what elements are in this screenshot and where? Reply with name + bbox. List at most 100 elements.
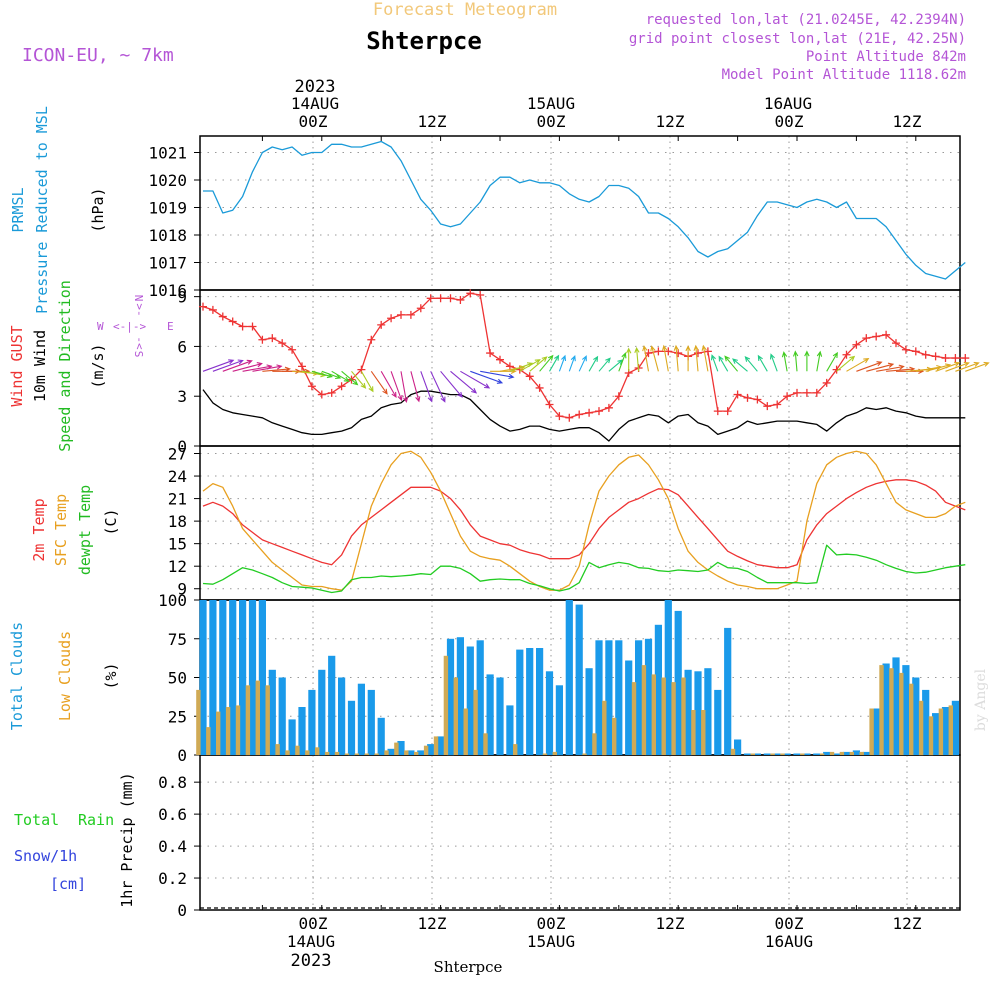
total-cloud-bar [605, 640, 613, 755]
gust-marker [199, 302, 207, 311]
total-cloud-bar [793, 753, 801, 755]
low-cloud-bar [404, 750, 409, 755]
bottom-hour-6: 12Z [893, 914, 922, 933]
low-cloud-bar [196, 689, 201, 755]
total-cloud-bar [338, 677, 346, 755]
total-cloud-bar [922, 689, 930, 755]
total-cloud-bar [437, 736, 445, 755]
gust-marker [822, 378, 831, 387]
gust-marker [941, 354, 950, 363]
gust-marker [575, 410, 584, 419]
low-cloud-bar [612, 717, 617, 755]
total-cloud-bar [328, 655, 336, 755]
y-tick-label: 0 [177, 901, 187, 920]
gust-marker [298, 362, 306, 371]
low-cloud-bar [542, 753, 548, 755]
total-cloud-bar [496, 677, 504, 755]
low-cloud-bar [354, 753, 359, 755]
low-cloud-bar [225, 707, 231, 755]
gust-marker [882, 330, 891, 339]
low-cloud-bar [849, 751, 854, 755]
prmsl-legend-long: Pressure Reduced to MSL [33, 106, 51, 314]
gust-marker [496, 355, 504, 364]
y-tick-label: 1020 [148, 171, 187, 190]
total-cloud-bar [486, 674, 494, 755]
plot-area: 1016 1017 1018 1019 1020 1021 0 3 6 9 9 12 15 18 21 24 2… [148, 135, 990, 920]
low-cloud-bar [800, 753, 805, 755]
precip-snow-unit: [cm] [50, 875, 86, 893]
gust-marker [911, 347, 920, 356]
wind-direction-arrow [480, 370, 515, 380]
total-cloud-bar [842, 751, 851, 755]
wind-direction-arrow [792, 350, 799, 372]
wind-direction-arrow [826, 351, 838, 372]
wind-direction-arrow [856, 361, 883, 372]
compass-west: W [97, 320, 104, 333]
info-line-gridpoint: grid point closest lon,lat (21E, 42.25N) [629, 31, 966, 47]
wind-direction-arrow [529, 356, 548, 372]
wind-direction-arrow [558, 354, 567, 372]
low-cloud-bar [859, 751, 864, 755]
y-tick-label: 15 [168, 535, 187, 554]
gust-marker [416, 304, 425, 313]
y-tick-label: 9 [177, 288, 187, 307]
low-clouds-legend: Low Clouds [56, 631, 74, 721]
wind-direction-arrow [757, 354, 768, 372]
wind-direction-arrow [769, 353, 778, 372]
wind-direction-arrow [693, 344, 699, 372]
wind-direction-arrow [661, 344, 669, 372]
panel-border [199, 445, 961, 601]
total-cloud-bar [892, 657, 900, 755]
direction-legend: Speed and Direction [56, 280, 74, 452]
low-cloud-bar [602, 700, 607, 756]
total-cloud-bar [555, 685, 563, 756]
gust-marker [723, 407, 732, 416]
wind-direction-arrow [519, 359, 541, 372]
total-cloud-bar [941, 707, 950, 755]
gust-marker [327, 388, 336, 397]
total-cloud-bar [714, 689, 722, 755]
low-cloud-bar [819, 753, 825, 755]
gust-marker [951, 354, 960, 363]
total-cloud-bar [852, 750, 860, 755]
total-cloud-bar [813, 753, 821, 755]
total-cloud-bar [833, 753, 841, 755]
total-cloud-bar [823, 751, 831, 755]
total-cloud-bar [219, 600, 227, 755]
low-cloud-bar [730, 748, 736, 755]
compass-rose: W <-|-> E N >- -< S [97, 295, 174, 358]
gust-marker [852, 340, 861, 349]
gust-marker [862, 334, 871, 343]
compass-arrows: <-|-> [113, 320, 146, 333]
low-cloud-bar [384, 750, 389, 755]
low-cloud-bar [374, 753, 379, 755]
wind-direction-arrow [470, 370, 504, 384]
total-cloud-bar [724, 627, 732, 755]
total-cloud-bar [466, 646, 474, 755]
total-cloud-bar [347, 700, 356, 756]
wind-direction-arrow [608, 359, 624, 372]
total-cloud-bar [862, 751, 870, 755]
gust-marker [426, 294, 435, 303]
gust-marker [802, 388, 811, 397]
low-cloud-bar [750, 753, 755, 755]
top-date-3: 16AUG [764, 94, 812, 113]
panel-border [199, 135, 961, 291]
low-cloud-bar [285, 750, 290, 755]
wind-direction-arrow [341, 370, 359, 386]
gust-marker [763, 402, 772, 411]
total-cloud-bar [516, 649, 524, 755]
y-tick-label: 6 [177, 337, 187, 356]
low-cloud-bar [414, 751, 419, 755]
footer-station: Shterpce [434, 958, 503, 976]
wind-direction-arrow [232, 362, 263, 372]
total-cloud-bar [635, 640, 643, 755]
gust-marker [793, 388, 801, 397]
watermark: by Angel [973, 668, 989, 731]
total-cloud-bar [397, 741, 405, 755]
bottom-hour-1: 00Z [299, 914, 328, 933]
wind-direction-arrow [578, 355, 587, 372]
y-tick-label: 1021 [148, 144, 187, 163]
gust-marker [377, 320, 386, 329]
y-tick-label: 21 [168, 490, 187, 509]
